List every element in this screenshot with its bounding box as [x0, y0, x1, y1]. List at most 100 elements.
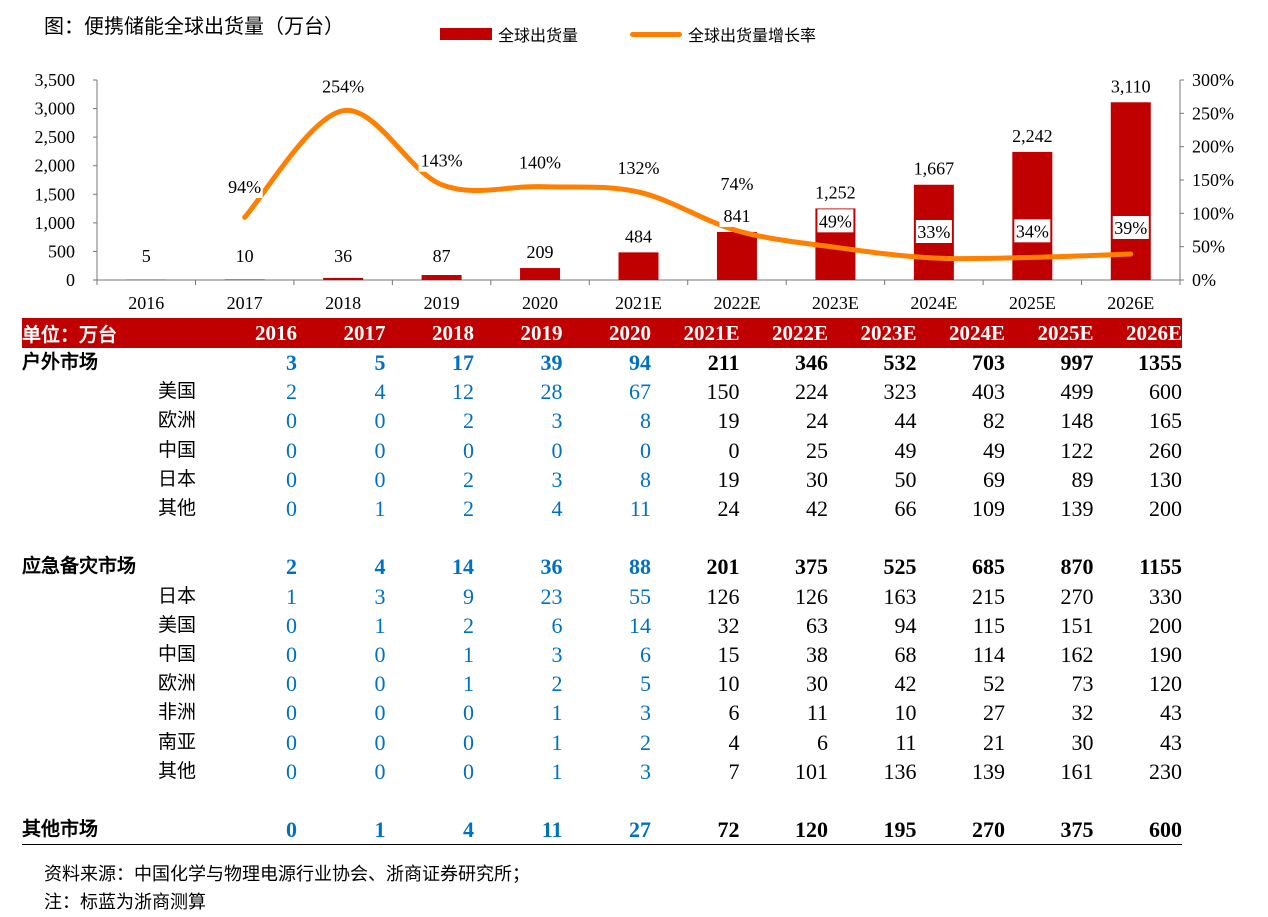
bar-label-bg	[137, 243, 155, 267]
table-cell: 9	[463, 583, 474, 609]
bar	[224, 279, 265, 280]
table-year-header: 2024E	[948, 320, 1005, 345]
bar-label: 1,667	[914, 159, 955, 179]
source-note: 资料来源：中国化学与物理电源行业协会、浙商证券研究所；	[44, 864, 530, 885]
bar-label: 5	[142, 246, 151, 266]
table-cell: 50	[894, 466, 917, 492]
table-cell: 115	[972, 612, 1005, 638]
line-label: 140%	[519, 153, 561, 173]
table-cell: 346	[795, 350, 828, 376]
table-cell: 42	[894, 671, 917, 697]
table-year-header: 2018	[432, 320, 474, 345]
row-label: 欧洲	[158, 672, 197, 695]
table-cell: 114	[972, 641, 1005, 667]
table-cell: 499	[1060, 379, 1094, 405]
table-subrow: 其他 0 0 0 1 3 7 101 136 139 161 230	[22, 757, 1182, 786]
table-cell: 0	[728, 437, 740, 463]
bar-label: 484	[625, 226, 652, 246]
table-cell: 2	[463, 408, 474, 434]
table-cell: 10	[894, 700, 917, 726]
table-cell: 120	[1149, 671, 1182, 697]
line-label: 74%	[720, 174, 753, 194]
x-tick-label: 2026E	[1107, 293, 1154, 313]
x-tick-label: 2021E	[615, 293, 662, 313]
table-cell: 49	[894, 437, 917, 463]
table-cell: 270	[1060, 583, 1094, 609]
table-cell: 30	[806, 466, 828, 492]
table-cell: 224	[795, 379, 828, 405]
legend-line: 全球出货量增长率	[630, 22, 816, 46]
bar	[421, 275, 462, 280]
table-cell: 136	[883, 758, 917, 784]
table-cell: 4	[374, 379, 386, 405]
left-tick-label: 3,000	[35, 99, 76, 119]
table-subrow: 美国 0 1 2 6 14 32 63 94 115 151 200	[22, 611, 1182, 640]
table-cell: 6	[728, 700, 740, 726]
left-tick-label: 1,500	[35, 184, 76, 204]
line-label-bg	[517, 150, 564, 174]
table-cell: 997	[1060, 350, 1094, 376]
table-cell: 260	[1149, 437, 1182, 463]
line-label: 33%	[917, 222, 950, 242]
table-cell: 1	[297, 815, 386, 846]
table-cell: 1	[463, 671, 474, 697]
table-cell: 7	[728, 758, 740, 784]
x-tick-label: 2023E	[812, 293, 859, 313]
line-label-bg	[817, 209, 854, 233]
bar-label-bg	[621, 223, 656, 248]
table-cell: 4	[374, 554, 386, 580]
table-cell: 1	[551, 700, 563, 726]
x-tick-label: 2020	[522, 293, 558, 313]
table-cell: 30	[1071, 729, 1094, 755]
table-cell: 42	[806, 496, 828, 522]
table-cell: 25	[806, 437, 828, 463]
table-cell: 200	[1149, 612, 1182, 638]
row-label: 中国	[158, 438, 197, 461]
table-cell: 14	[629, 612, 651, 638]
table-cell: 0	[463, 729, 474, 755]
table-cell: 703	[972, 350, 1005, 376]
table-cell: 0	[463, 437, 474, 463]
table-cell: 72	[651, 815, 740, 846]
spacer-row	[22, 786, 1182, 815]
bar-label-bg	[1104, 73, 1158, 98]
bar-label-bg	[231, 243, 258, 267]
table-year-header: 2023E	[860, 320, 917, 345]
table-cell: 38	[806, 641, 828, 667]
table-cell: 0	[463, 758, 474, 784]
table-cell: 36	[540, 554, 563, 580]
table-cell: 15	[717, 641, 740, 667]
table-year-header: 2016	[255, 320, 297, 345]
bar-label-bg	[1005, 122, 1059, 147]
table-cell: 120	[739, 815, 828, 846]
table-year-header: 2020	[609, 320, 651, 345]
table-cell: 52	[983, 671, 1005, 697]
table-cell: 11	[895, 729, 917, 755]
bar-label: 2,242	[1012, 126, 1053, 146]
table-cell: 139	[1060, 496, 1094, 522]
table-cell: 0	[286, 700, 297, 726]
table-cell: 4	[728, 729, 740, 755]
table-cell: 11	[474, 815, 563, 846]
row-label: 其他市场	[22, 815, 209, 846]
table-cell: 8	[640, 466, 651, 492]
right-tick-label: 250%	[1192, 103, 1234, 123]
table-cell: 0	[286, 496, 297, 522]
table-year-header: 2021E	[683, 320, 740, 345]
table-cell: 0	[374, 700, 386, 726]
table-cell: 10	[717, 671, 740, 697]
bar-label-bg	[907, 155, 961, 180]
table-section-row: 户外市场 3 5 17 39 94 211 346 532 703 997 1355	[22, 348, 1182, 377]
table-cell: 3	[286, 350, 297, 376]
chart: 0 500 1,000 1,500 2,000 2,500 3,000 3,500 0% 50% 1…	[35, 70, 1235, 313]
table-cell: 330	[1149, 583, 1182, 609]
bar-label-bg	[522, 239, 558, 264]
table-cell: 27	[562, 815, 651, 846]
table-cell: 139	[972, 758, 1005, 784]
table-cell: 1	[463, 641, 474, 667]
x-tick-label: 2022E	[713, 293, 760, 313]
table-cell: 270	[916, 815, 1005, 846]
table-cell: 0	[374, 641, 386, 667]
table-cell: 4	[385, 815, 474, 846]
table-cell: 163	[883, 583, 917, 609]
